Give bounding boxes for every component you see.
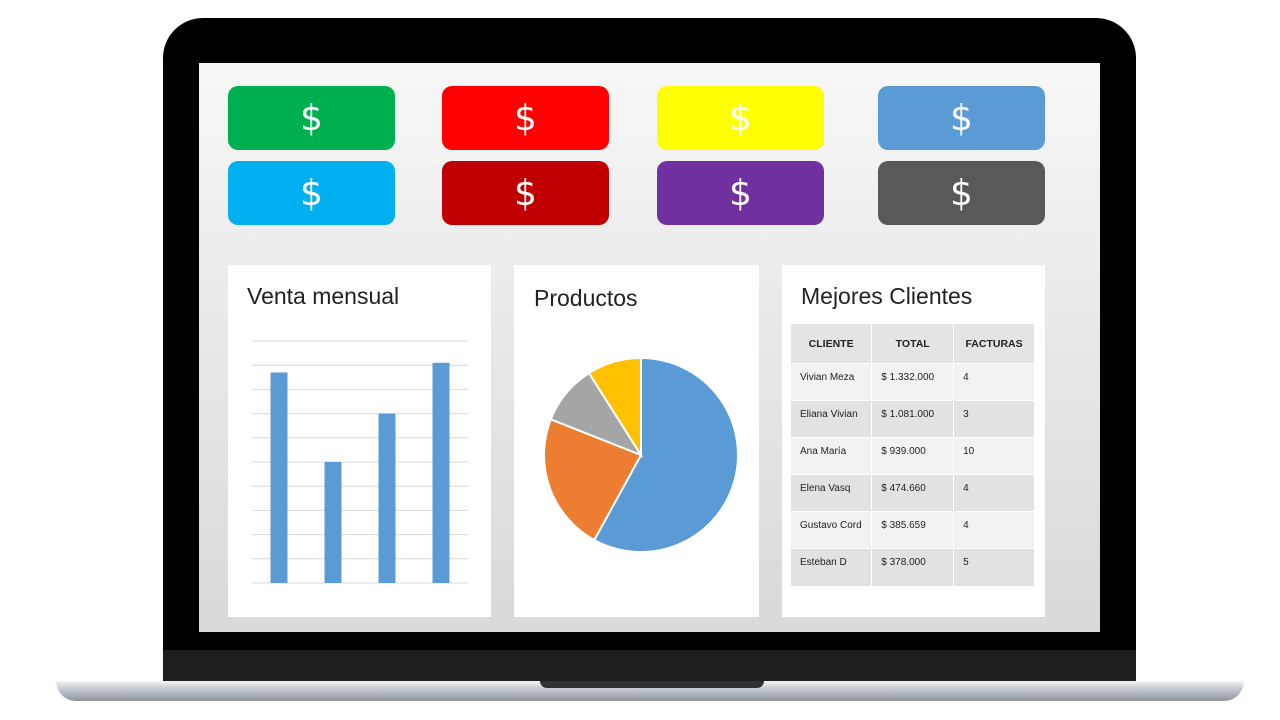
dollar-icon: $ [514,172,537,214]
cell-invoices: 4 [953,474,1035,512]
table-row[interactable]: Eliana Vivian $ 1.081.000 3 [791,400,1035,438]
cell-client-name: Eliana Vivian [791,400,873,438]
laptop-base [56,681,1244,701]
products-pie-chart [543,356,739,553]
cell-client-name: Esteban D [791,548,873,586]
cell-total: $ 1.081.000 [871,400,955,438]
cell-total: $ 1.332.000 [871,363,955,401]
kpi-card-red[interactable]: $ [442,86,609,150]
bar [324,462,342,583]
table-row[interactable]: Esteban D $ 378.000 5 [791,548,1035,586]
kpi-card-cyan[interactable]: $ [228,161,395,225]
products-panel: Productos [514,265,759,617]
dollar-icon: $ [300,97,323,139]
sales-bar-chart [252,340,468,584]
cell-total: $ 939.000 [871,437,955,475]
clients-panel-title: Mejores Clientes [801,283,973,309]
kpi-card-dark-red[interactable]: $ [442,161,609,225]
column-header-total: TOTAL [871,324,955,364]
table-row[interactable]: Vivian Meza $ 1.332.000 4 [791,363,1035,401]
table-row[interactable]: Gustavo Cord $ 385.659 4 [791,511,1035,549]
sales-panel: Venta mensual [228,265,491,617]
kpi-card-green[interactable]: $ [228,86,395,150]
dollar-icon: $ [514,97,537,139]
cell-invoices: 5 [953,548,1035,586]
table-row[interactable]: Ana María $ 939.000 10 [791,437,1035,475]
cell-total: $ 378.000 [871,548,955,586]
kpi-card-purple[interactable]: $ [657,161,824,225]
sales-panel-title: Venta mensual [247,283,400,309]
cell-invoices: 10 [953,437,1035,475]
kpi-card-gray[interactable]: $ [878,161,1045,225]
cell-invoices: 4 [953,511,1035,549]
cell-client-name: Vivian Meza [791,363,873,401]
column-header-facturas: FACTURAS [953,324,1035,364]
products-panel-title: Productos [534,285,638,311]
dollar-icon: $ [729,172,752,214]
cell-total: $ 385.659 [871,511,955,549]
clients-table: CLIENTE TOTAL FACTURAS Vivian Meza $ 1.3… [791,324,1035,586]
bar [432,362,450,583]
kpi-card-blue[interactable]: $ [878,86,1045,150]
cell-client-name: Elena Vasq [791,474,873,512]
cell-client-name: Gustavo Cord [791,511,873,549]
laptop-hinge [163,650,1136,682]
dollar-icon: $ [950,97,973,139]
pie-slice [543,417,643,542]
clients-panel: Mejores Clientes CLIENTE TOTAL FACTURAS … [782,265,1045,617]
bar [378,413,396,583]
cell-invoices: 4 [953,363,1035,401]
kpi-card-yellow[interactable]: $ [657,86,824,150]
cell-invoices: 3 [953,400,1035,438]
pie-slice [592,356,739,553]
pie-slice [587,356,642,459]
table-row[interactable]: Elena Vasq $ 474.660 4 [791,474,1035,512]
cell-total: $ 474.660 [871,474,955,512]
column-header-cliente: CLIENTE [791,324,873,364]
table-header-row: CLIENTE TOTAL FACTURAS [791,324,1035,364]
cell-client-name: Ana María [791,437,873,475]
dashboard-screen: $ $ $ $ $ $ $ $ Venta mensual Productos … [199,63,1100,632]
bar [270,372,288,583]
dollar-icon: $ [729,97,752,139]
dollar-icon: $ [300,172,323,214]
laptop-notch [540,681,764,688]
dollar-icon: $ [950,172,973,214]
